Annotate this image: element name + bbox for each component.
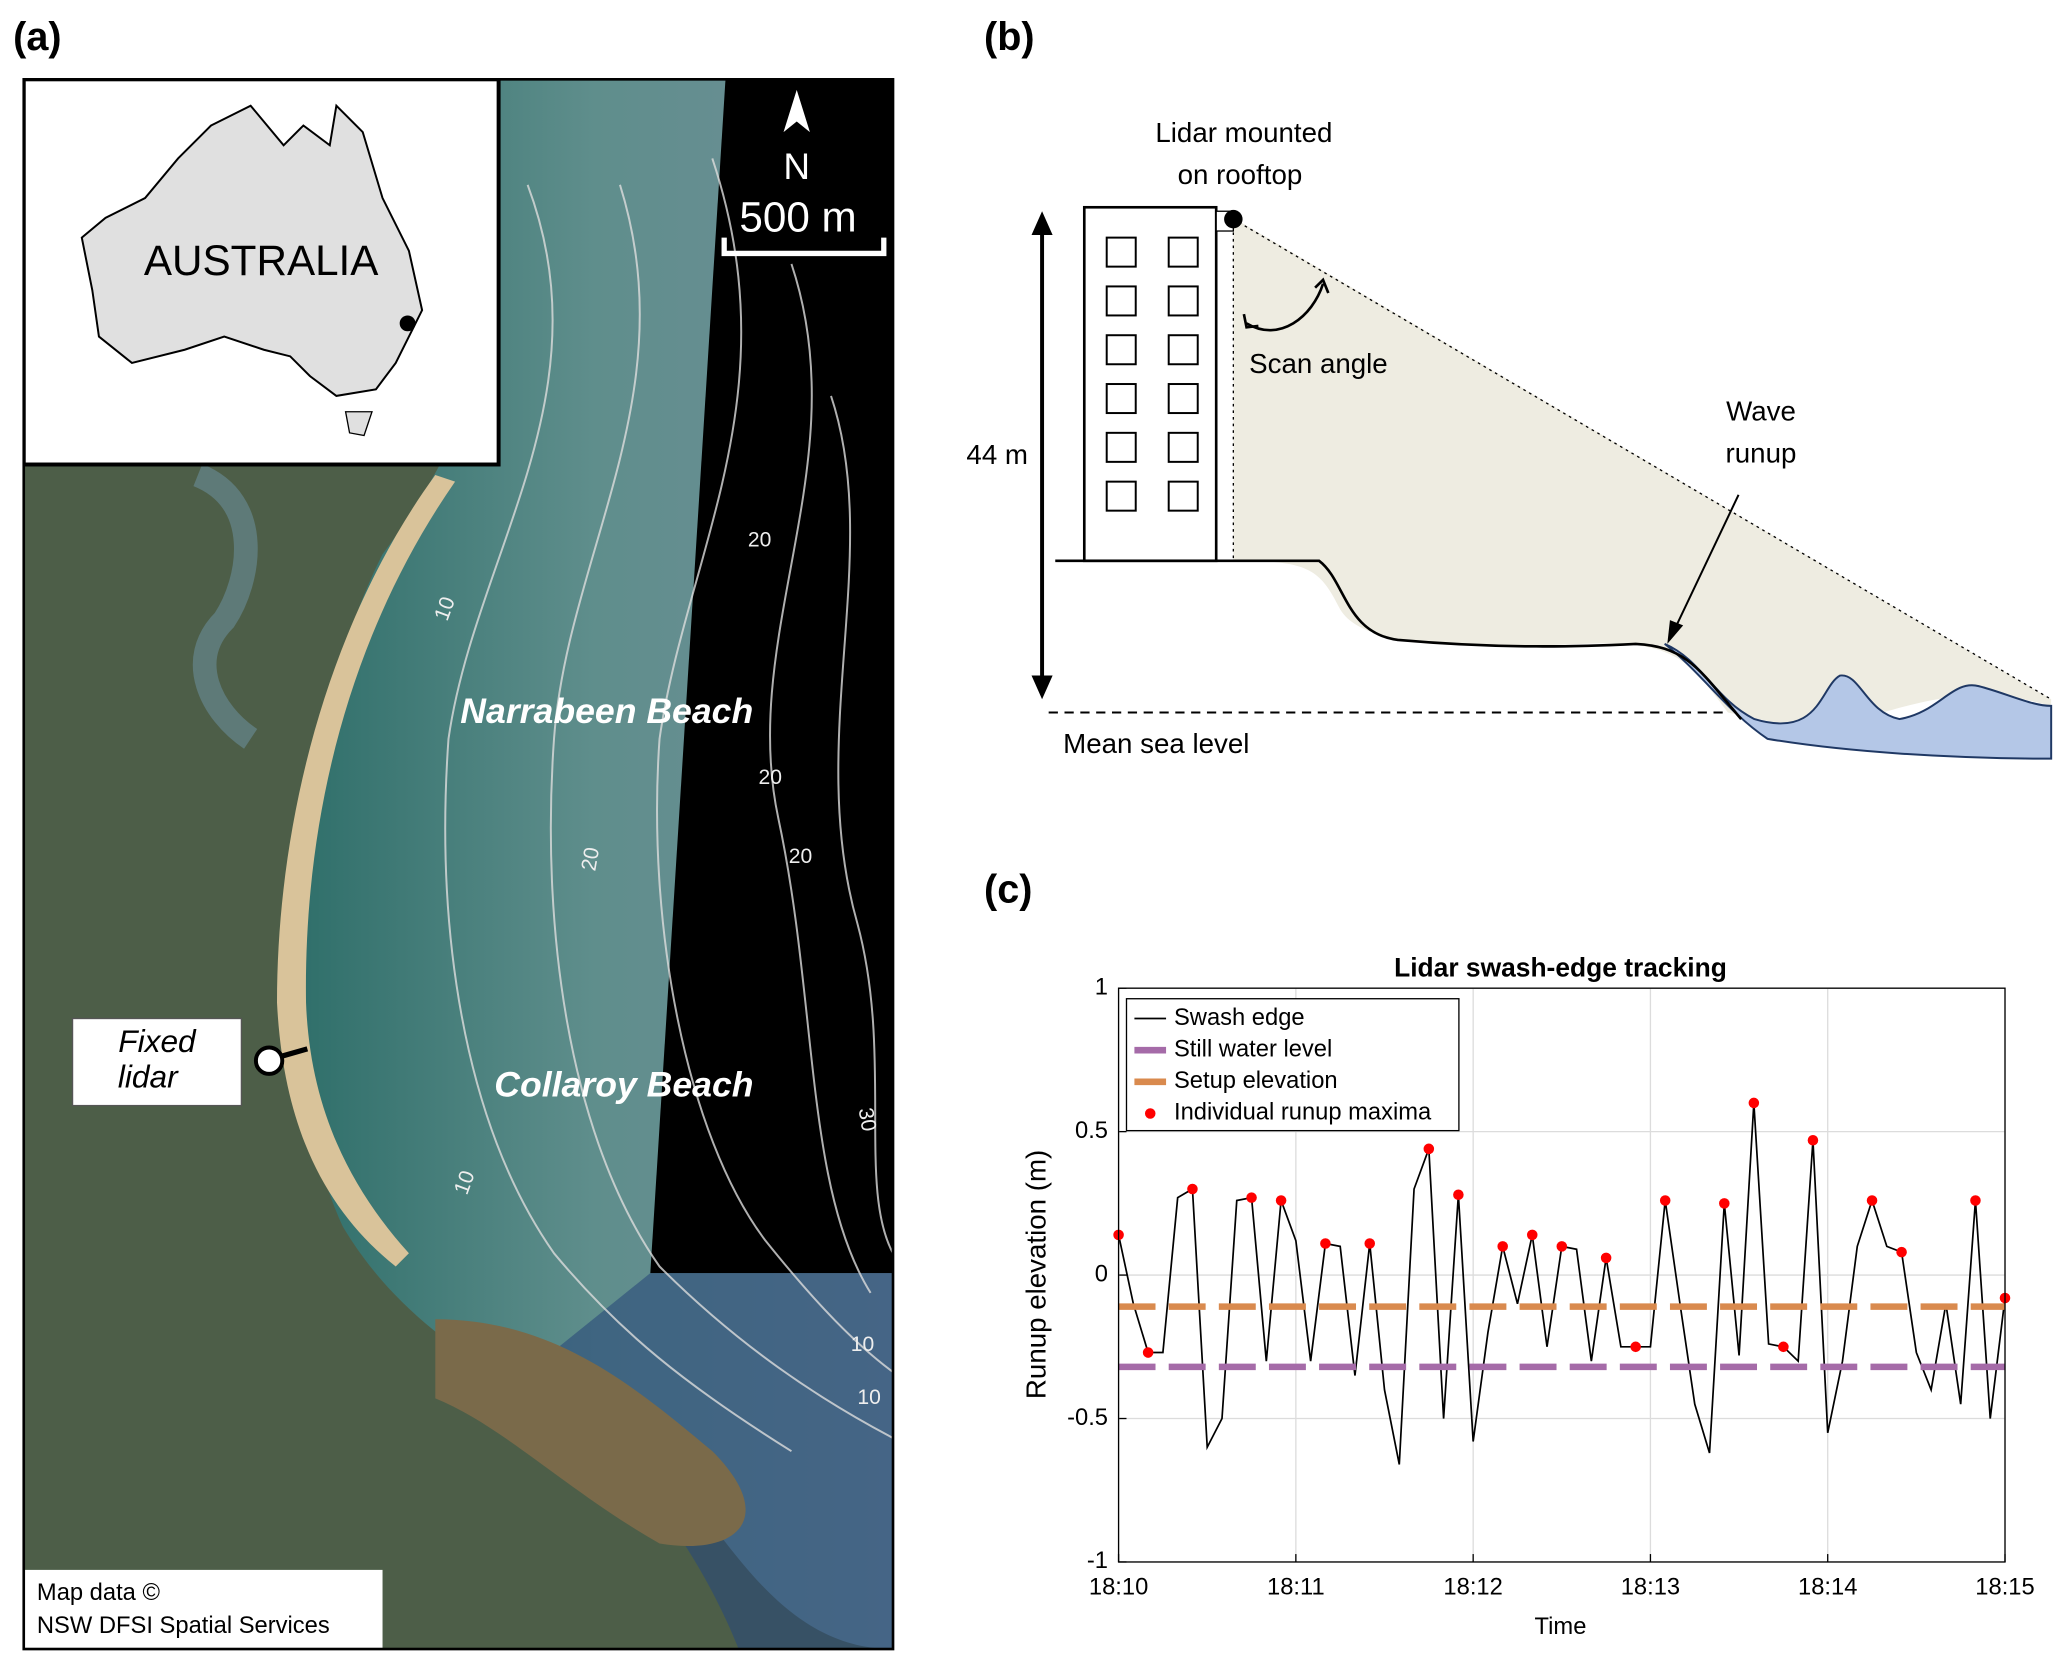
bathymetry-area [650,79,894,1274]
x-tick-label: 18:15 [1975,1575,2034,1601]
map-frame [22,78,895,1651]
x-tick-label: 18:14 [1798,1575,1857,1601]
lidar-callout [71,1017,243,1107]
runup-arrowhead [1667,620,1684,644]
lidar-label: on rooftop [1178,159,1303,190]
height-label: 44 m [966,439,1028,470]
chart-title: Lidar swash-edge tracking [1394,953,1727,983]
lagoon [192,464,258,749]
contour-label: 20 [577,846,604,873]
headland [435,1319,746,1547]
runup-marker [1556,1241,1568,1252]
scan-area [1233,217,2052,733]
legend-label: Still water level [1174,1036,1332,1062]
sea-level-label: Mean sea level [1063,728,1249,759]
credit: Map data © [37,1580,161,1606]
beach-label: Narrabeen Beach [460,691,753,731]
x-tick-label: 18:11 [1267,1575,1325,1601]
panel-label: (b) [984,15,1035,59]
legend-label: Individual runup maxima [1174,1100,1432,1126]
map: 10 20 20 20 10 30 20 10 10 Narrabeen Bea… [23,79,894,1650]
contour-label: 30 [854,1106,881,1133]
legend-swatch [1144,1108,1156,1119]
runup-arrow [1674,494,1740,629]
lidar-label: lidar [118,1059,179,1095]
runup-marker [1866,1195,1878,1206]
runup-marker [1497,1241,1508,1252]
angle-arrowheads [1242,277,1330,329]
lidar-marker [253,1045,285,1076]
contour-label: 20 [789,845,812,868]
y-tick-label: 0.5 [1075,1118,1108,1144]
runup-marker [1364,1238,1376,1249]
site-marker [399,315,416,332]
y-tick-label: 0 [1095,1261,1108,1287]
chart: -1 -0.5 0 0.5 1 18:10 18:11 18:12 18:13 18:14 18:1… [1067,974,2035,1600]
runup-marker [1275,1195,1287,1206]
diagram: Lidar mounted on rooftop Scan angle Wave… [966,117,2053,760]
runup-marker [1246,1192,1257,1203]
scan-angle-label: Scan angle [1249,348,1388,379]
y-axis-label: Runup elevation (m) [1020,1150,1051,1399]
legend-box [1125,998,1460,1132]
runup-marker [1896,1246,1907,1258]
water [1664,642,2053,760]
runup-marker [1659,1195,1671,1206]
lidar-label: Lidar mounted [1155,117,1332,148]
runup-marker [1600,1252,1612,1264]
north-label: N [783,146,810,187]
scale-bar [721,237,887,257]
panel-label: (a) [13,15,61,59]
y-tick-label: -1 [1087,1548,1108,1574]
angle-arc [1245,283,1325,332]
runup-marker [1630,1341,1641,1353]
contour-label: 10 [851,1333,874,1356]
credit-box [23,1569,383,1650]
runup-marker [1423,1143,1435,1155]
contours [444,158,894,1453]
runup-label: Wave [1726,395,1796,426]
plot-frame [1117,987,2006,1563]
inset-label: AUSTRALIA [144,237,379,284]
scale-label: 500 m [739,194,856,241]
runup-label: runup [1726,438,1797,469]
legend-label: Swash edge [1174,1005,1305,1031]
runup-marker [1187,1183,1198,1195]
runup-marker [1807,1134,1819,1146]
beach-label: Collaroy Beach [494,1065,753,1105]
legend-label: Setup elevation [1174,1068,1338,1094]
ground [1055,559,1743,720]
x-axis-label: Time [1535,1614,1587,1640]
y-tick-label: -0.5 [1067,1405,1108,1431]
contour-label: 10 [857,1386,880,1409]
panel-label: (c) [984,867,1032,911]
x-tick-label: 18:10 [1089,1575,1148,1601]
windows [1105,236,1199,512]
lidar-label: Fixed [118,1023,197,1059]
north-arrow [783,89,810,133]
runup-marker [1778,1341,1789,1353]
y-tick-label: 1 [1095,974,1108,1000]
beach [277,475,456,1267]
tasmania [344,411,373,437]
australia [80,103,424,397]
runup-marker [1320,1238,1331,1249]
contour-label: 20 [748,529,771,552]
x-tick-label: 18:12 [1443,1575,1502,1601]
runup-marker [1526,1229,1538,1241]
runup-marker [1748,1097,1760,1109]
runup-marker [1970,1195,1981,1206]
runup-marker [1719,1198,1730,1209]
x-tick-label: 18:13 [1621,1575,1680,1601]
contour-label: 20 [758,766,781,789]
credit: NSW DFSI Spatial Services [37,1613,330,1639]
runup-marker [1142,1347,1154,1358]
runup-marker [1453,1189,1464,1201]
